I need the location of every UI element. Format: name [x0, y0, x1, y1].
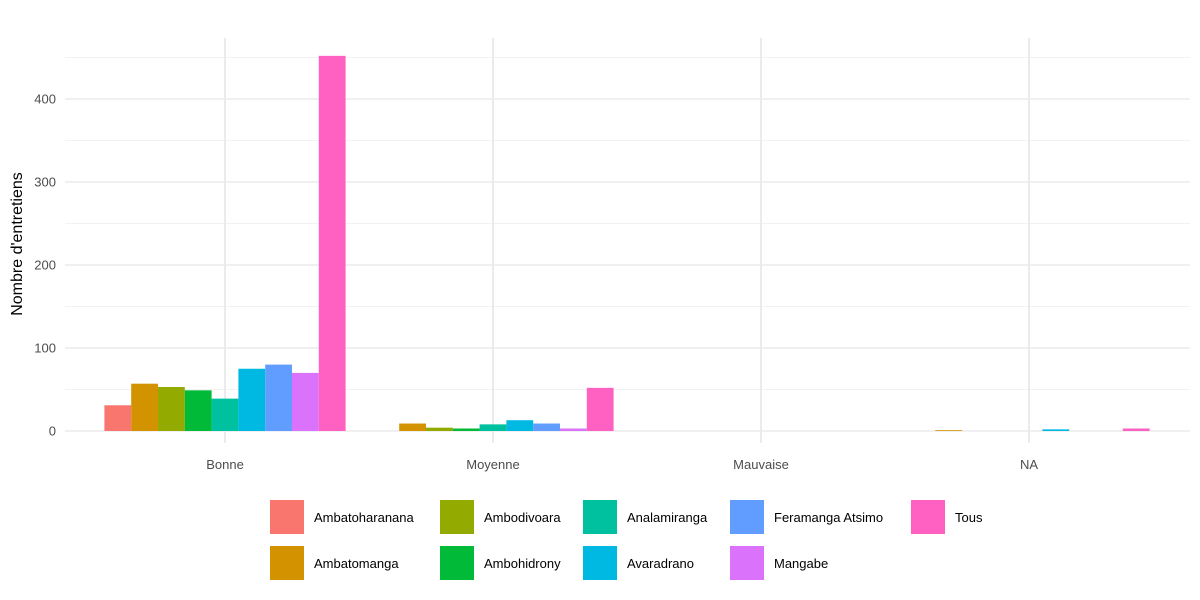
y-tick-label: 200: [34, 258, 56, 273]
bar-mangabe: [292, 372, 319, 431]
legend-swatch: [911, 500, 945, 534]
x-tick-label: NA: [1020, 457, 1038, 472]
y-tick-label: 300: [34, 175, 56, 190]
x-tick-label: Bonne: [206, 457, 244, 472]
bar-avaradrano: [506, 420, 534, 431]
bar-ambatomanga: [935, 430, 962, 431]
legend-label: Tous: [955, 510, 983, 525]
x-tick-label: Mauvaise: [733, 457, 789, 472]
bar-analamiranga: [211, 398, 239, 431]
y-tick-label: 0: [49, 424, 56, 439]
legend-label: Ambohidrony: [484, 556, 561, 571]
legend-label: Analamiranga: [627, 510, 708, 525]
bar-avaradrano: [1042, 429, 1070, 431]
y-axis-label: Nombre d'entretiens: [9, 172, 26, 316]
legend-label: Avaradrano: [627, 556, 694, 571]
bar-ambatomanga: [399, 423, 426, 431]
legend-label: Mangabe: [774, 556, 828, 571]
bar-ambohidrony: [452, 428, 480, 431]
legend-swatch: [440, 546, 474, 580]
bar-avaradrano: [238, 368, 266, 431]
y-tick-label: 100: [34, 341, 56, 356]
bar-feramanga-atsimo: [533, 423, 560, 431]
y-tick-label: 400: [34, 92, 56, 107]
bar-tous: [318, 55, 346, 432]
bar-ambodivoara: [158, 387, 185, 431]
legend-label: Ambatomanga: [314, 556, 399, 571]
bar-tous: [1122, 428, 1150, 431]
legend-swatch: [583, 546, 617, 580]
legend-swatch: [730, 546, 764, 580]
bar-ambatoharanana: [104, 405, 132, 431]
bar-tous: [586, 387, 614, 431]
bar-analamiranga: [479, 424, 507, 431]
bar-ambohidrony: [184, 390, 212, 431]
legend-label: Feramanga Atsimo: [774, 510, 883, 525]
legend-swatch: [270, 500, 304, 534]
legend-label: Ambodivoara: [484, 510, 561, 525]
bar-feramanga-atsimo: [265, 364, 292, 431]
legend-swatch: [270, 546, 304, 580]
legend-swatch: [583, 500, 617, 534]
legend-swatch: [440, 500, 474, 534]
legend-swatch: [730, 500, 764, 534]
x-tick-label: Moyenne: [466, 457, 519, 472]
bar-ambodivoara: [426, 427, 453, 431]
legend-label: Ambatoharanana: [314, 510, 415, 525]
bar-mangabe: [560, 428, 587, 431]
bar-ambatomanga: [131, 383, 158, 431]
